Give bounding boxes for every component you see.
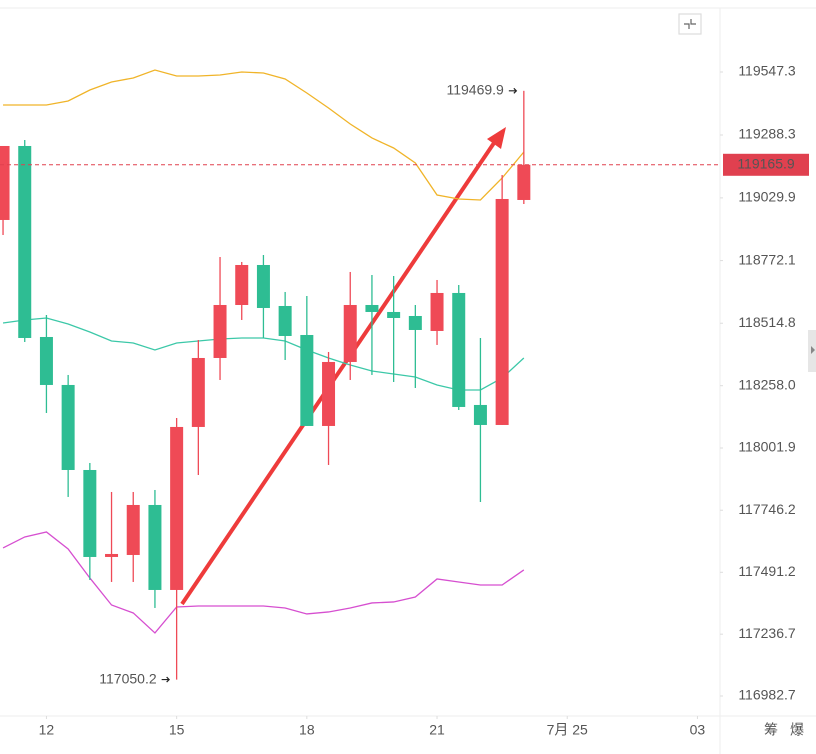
price-tag-label: 119165.9 — [737, 155, 795, 171]
candle — [235, 261, 249, 320]
candle-body — [278, 305, 292, 336]
x-tick-label: 21 — [429, 722, 445, 738]
band-line — [2, 531, 525, 634]
y-tick-label: 118514.8 — [738, 314, 796, 330]
extreme-label: 119469.9 — [446, 82, 504, 98]
candle — [148, 489, 162, 608]
candle-body — [18, 145, 32, 338]
fullscreen-icon[interactable] — [678, 13, 702, 35]
y-tick-label: 117236.7 — [738, 625, 796, 641]
y-tick-label: 119547.3 — [738, 63, 796, 79]
y-tick-label: 119288.3 — [738, 126, 796, 142]
candle — [452, 284, 466, 410]
candle — [430, 279, 444, 345]
candle — [495, 174, 509, 425]
candle-body — [61, 384, 75, 470]
candle-body — [452, 292, 466, 407]
candle-body — [300, 334, 314, 426]
footer-button[interactable]: 爆 — [790, 722, 804, 738]
candle — [387, 275, 401, 382]
candle-body — [0, 145, 10, 220]
extreme-arrow — [508, 87, 518, 94]
candle — [39, 314, 53, 413]
candle — [322, 351, 336, 465]
trend-arrow — [180, 127, 506, 606]
x-tick-label: 15 — [169, 722, 185, 738]
candle-body — [408, 315, 422, 330]
y-tick-label: 118772.1 — [738, 251, 796, 267]
candle — [83, 462, 97, 580]
y-tick-label: 116982.7 — [738, 687, 796, 703]
y-tick-label: 119029.9 — [738, 189, 796, 205]
candle-body — [495, 198, 509, 425]
candle — [473, 337, 487, 502]
price-tag — [723, 153, 809, 176]
candle-body — [213, 304, 227, 358]
candle — [170, 417, 184, 680]
candle — [61, 374, 75, 497]
candle — [343, 271, 357, 380]
candle — [256, 254, 270, 338]
candle — [365, 274, 379, 375]
candle-body — [235, 264, 249, 305]
band-line — [2, 317, 525, 391]
candle — [213, 256, 227, 380]
x-tick-label: 7月 25 — [547, 722, 588, 738]
y-tick-label: 117491.2 — [738, 563, 796, 579]
candle — [105, 491, 119, 582]
band-line — [3, 69, 525, 201]
candle-body — [256, 264, 270, 308]
candle — [300, 295, 314, 426]
extreme-label: 117050.2 — [99, 670, 157, 686]
candle-body — [322, 361, 336, 426]
candle-body — [148, 504, 162, 590]
candle-body — [473, 404, 487, 425]
y-tick-label: 117746.2 — [738, 501, 796, 517]
candle-body — [39, 336, 53, 385]
candle — [18, 139, 32, 342]
x-tick-label: 18 — [299, 722, 315, 738]
candle-body — [105, 553, 119, 557]
candle-body — [365, 304, 379, 312]
candle-body — [191, 357, 205, 427]
y-tick-label: 118258.0 — [738, 376, 796, 392]
x-tick-label: 03 — [690, 722, 706, 738]
candle — [517, 90, 531, 204]
y-tick-label: 118001.9 — [738, 439, 796, 455]
candle-body — [430, 292, 444, 331]
footer-button[interactable]: 筹 — [764, 722, 778, 738]
candle-body — [387, 311, 401, 318]
candle — [278, 291, 292, 360]
candle-body — [517, 164, 531, 200]
candle-body — [170, 426, 184, 590]
candle — [126, 491, 140, 582]
candle — [0, 145, 10, 235]
extreme-arrow — [161, 676, 170, 683]
x-tick-label: 12 — [39, 722, 55, 738]
candle-body — [83, 469, 97, 557]
candle-body — [126, 504, 140, 555]
side-tab[interactable] — [808, 330, 816, 372]
candle — [408, 304, 422, 388]
candle-body — [343, 304, 357, 362]
candle — [191, 339, 205, 475]
